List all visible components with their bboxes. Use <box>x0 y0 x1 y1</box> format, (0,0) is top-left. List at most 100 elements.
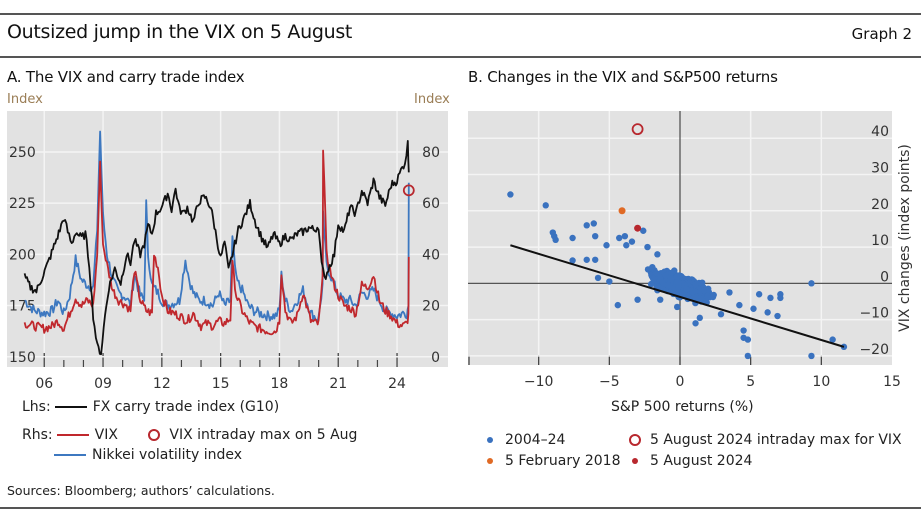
scatter-point-2004-24 <box>657 296 664 303</box>
scatter-point-2004-24 <box>717 311 725 318</box>
bottom-rule <box>0 507 921 509</box>
panel-b-ylabel: VIX changes (index points) <box>897 144 913 332</box>
series-nikkei-volatility-line <box>24 130 410 322</box>
panel-a-x-tick-label: 15 <box>212 376 230 392</box>
legend-lhs-prefix: Lhs: <box>22 399 51 415</box>
legend-vix-label: VIX <box>94 427 118 443</box>
legend-feb2018-marker <box>487 458 493 464</box>
legend-nikkei-label: Nikkei volatility index <box>92 447 243 463</box>
scatter-point-2004-24 <box>696 314 703 322</box>
panel-a-right-tick-label: 80 <box>422 145 440 161</box>
panel-a-left-tick-label: 175 <box>9 299 36 315</box>
scatter-point-2004-24 <box>569 257 576 264</box>
legend-2004-24-marker <box>487 437 493 443</box>
scatter-point-2004-24 <box>653 270 660 277</box>
scatter-point-2004-24 <box>594 274 602 282</box>
scatter-point-2004-24 <box>644 243 651 251</box>
panel-b-xlabel: S&P 500 returns (%) <box>611 399 754 415</box>
panel-a-x-tick-label: 21 <box>329 376 347 392</box>
scatter-point-2004-24 <box>744 336 752 343</box>
panel-a-x-tick-label: 06 <box>35 376 53 392</box>
panel-b-y-tick-label: 10 <box>871 233 889 249</box>
scatter-point-2004-24 <box>692 320 699 327</box>
scatter-point-2004-24 <box>744 352 752 360</box>
panel-a-left-tick-label: 150 <box>9 350 36 366</box>
top-rule <box>0 13 921 15</box>
panel-b-x-tick-label: 10 <box>812 374 830 390</box>
scatter-point-2004-24 <box>654 251 661 258</box>
scatter-point-2004-24 <box>774 312 781 320</box>
panel-b-title: B. Changes in the VIX and S&P500 returns <box>468 68 778 86</box>
regression-line <box>510 244 845 348</box>
legend-aug2024-label: 5 August 2024 <box>650 453 753 469</box>
scatter-point-2004-24 <box>764 309 771 316</box>
panel-b-y-tick-label: 0 <box>880 269 889 285</box>
panel-a-left-unit: Index <box>7 92 43 107</box>
scatter-point-2004-24 <box>507 191 514 198</box>
scatter-point-2004-24 <box>755 291 763 298</box>
panel-a-left-tick-label: 250 <box>9 145 36 161</box>
panel-a-title: A. The VIX and carry trade index <box>7 68 245 86</box>
legend-intraday-max-label: 5 August 2024 intraday max for VIX <box>650 432 902 448</box>
panel-a-right-tick-label: 20 <box>422 299 440 315</box>
sources-note: Sources: Bloomberg; authors’ calculation… <box>7 483 275 498</box>
scatter-point-2004-24 <box>640 227 647 234</box>
scatter-point-2004-24 <box>623 242 630 249</box>
panel-b-y-tick-label: 30 <box>871 161 889 177</box>
scatter-point-2004-24 <box>736 301 743 309</box>
panel-a-x-tick-label: 09 <box>94 376 112 392</box>
legend-aug2024-marker <box>632 458 638 464</box>
scatter-point-2004-24 <box>777 294 784 302</box>
legend-vix-swatch <box>56 434 89 436</box>
scatter-point-2004-24 <box>692 281 699 288</box>
panel-b-x-tick-label: −5 <box>599 374 620 390</box>
scatter-point-2004-24 <box>603 242 610 249</box>
legend-fx-carry-label: FX carry trade index (G10) <box>92 399 280 415</box>
scatter-point-2004-24 <box>542 202 549 209</box>
panel-b-y-tick-label: −20 <box>859 342 889 358</box>
scatter-point-2004-24 <box>750 305 757 312</box>
scatter-point-2004-24 <box>662 272 669 279</box>
scatter-point-2004-24 <box>650 275 657 282</box>
legend-intraday-max-marker <box>629 434 641 446</box>
scatter-point-2004-24 <box>689 289 696 296</box>
panel-b-y-tick-label: 40 <box>871 124 889 140</box>
panel-a-right-tick-label: 0 <box>431 350 440 366</box>
panel-b-y-tick-label: −10 <box>859 306 889 322</box>
point-5-aug-2024 <box>634 224 642 232</box>
scatter-point-2004-24 <box>667 275 675 283</box>
graph-title: Outsized jump in the VIX on 5 August <box>7 21 353 43</box>
panel-a-left-tick-label: 225 <box>9 196 36 212</box>
scatter-point-2004-24 <box>808 280 815 287</box>
graph-number: Graph 2 <box>851 25 912 43</box>
panel-a-left-tick-label: 200 <box>9 247 36 263</box>
legend-a-rhs: Rhs: VIX VIX intraday max on 5 Aug <box>22 427 357 443</box>
panel-b-y-tick-label: 20 <box>871 197 889 213</box>
panel-a-right-tick-label: 60 <box>422 196 440 212</box>
point-5-aug-2024-intraday-max <box>631 123 644 136</box>
legend-b-row1: 2004–24 <box>487 432 565 448</box>
panel-b-x-tick-label: 0 <box>676 374 685 390</box>
legend-feb2018-label: 5 February 2018 <box>505 453 621 469</box>
scatter-point-2004-24 <box>683 286 690 293</box>
panel-a-right-tick-label: 40 <box>422 247 440 263</box>
scatter-point-2004-24 <box>606 278 613 285</box>
scatter-point-2004-24 <box>592 256 599 263</box>
series-fx-carry-line <box>23 140 410 356</box>
scatter-point-2004-24 <box>710 291 717 299</box>
scatter-point-2004-24 <box>590 220 597 227</box>
vix-intraday-max-marker <box>402 184 415 197</box>
scatter-point-2004-24 <box>726 289 733 296</box>
panel-a-x-tick-label: 18 <box>271 376 289 392</box>
scatter-point-2004-24 <box>583 256 590 263</box>
legend-fx-carry-swatch <box>54 406 87 408</box>
scatter-point-2004-24 <box>699 279 706 286</box>
scatter-point-2004-24 <box>740 327 747 334</box>
title-rule <box>0 56 921 58</box>
scatter-point-2004-24 <box>583 222 590 229</box>
legend-b-row1b: 5 August 2024 intraday max for VIX <box>629 432 902 448</box>
scatter-point-2004-24 <box>614 301 622 309</box>
panel-b-x-tick-label: 15 <box>883 374 901 390</box>
panel-b-x-tick-label: −10 <box>524 374 554 390</box>
point-5-feb-2018 <box>618 207 626 215</box>
